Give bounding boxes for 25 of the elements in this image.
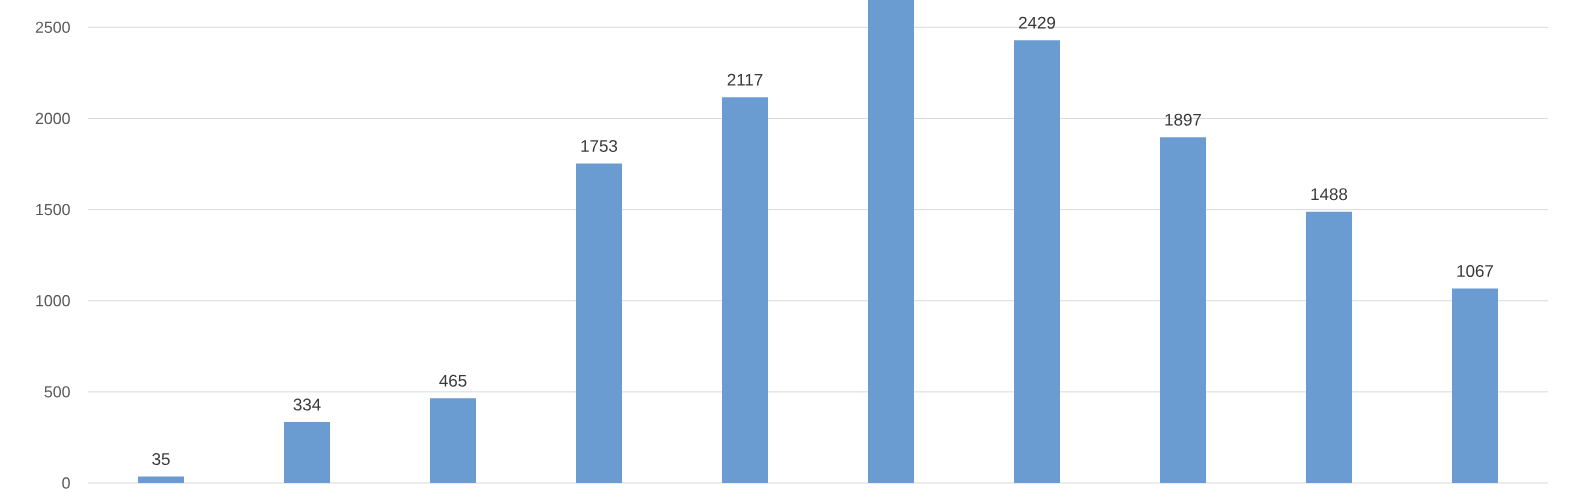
data-label: 334	[293, 398, 321, 411]
y-tick-label: 1500	[36, 203, 70, 216]
bar	[722, 97, 769, 483]
bar	[868, 0, 915, 483]
data-label: 1067	[1457, 264, 1493, 277]
y-tick-label: 0	[62, 477, 70, 489]
data-label: 2429	[1019, 16, 1056, 29]
data-label: 1897	[1165, 113, 1201, 126]
bar	[1014, 40, 1061, 483]
data-label: 1488	[1311, 188, 1348, 201]
data-label: 1753	[581, 139, 618, 152]
y-tick-label: 2000	[35, 112, 70, 125]
bar	[430, 398, 477, 483]
bar	[576, 163, 623, 483]
bar	[138, 476, 185, 483]
y-tick-label: 1000	[36, 295, 70, 307]
data-label: 465	[439, 374, 467, 387]
y-tick-label: 2500	[35, 21, 70, 33]
y-tick-label: 500	[44, 386, 70, 398]
bar	[284, 422, 331, 483]
bar	[1160, 137, 1207, 483]
data-label: 35	[152, 453, 170, 466]
data-label: 2117	[727, 73, 763, 86]
bar	[1306, 211, 1352, 483]
bar	[1452, 288, 1498, 483]
